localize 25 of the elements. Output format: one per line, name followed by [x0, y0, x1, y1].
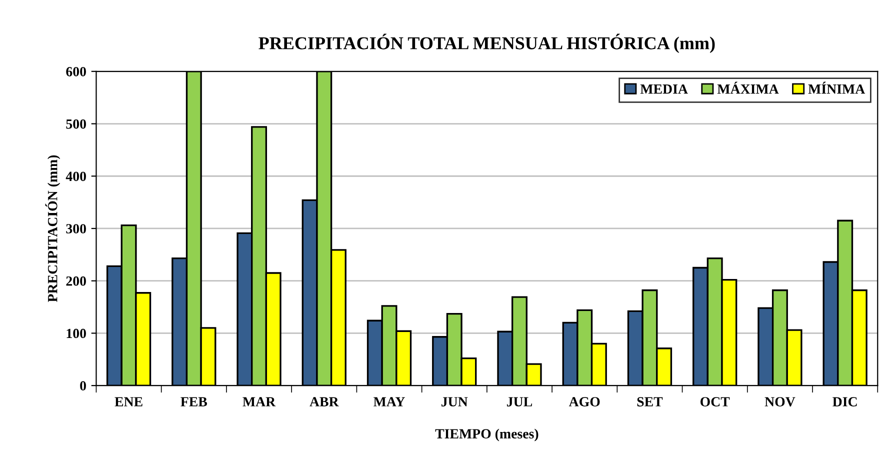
y-axis-title: PRECIPITACIÓN (mm)	[45, 155, 60, 302]
y-tick-label: 100	[66, 328, 86, 338]
x-tick-label: FEB	[180, 397, 208, 406]
x-tick-label: MAR	[242, 397, 276, 406]
y-tick-label: 500	[66, 119, 86, 129]
y-tick-label: 200	[66, 276, 86, 286]
y-tick-label: 0	[80, 381, 86, 391]
y-tick-label: 600	[66, 66, 86, 76]
x-tick-label: MAY	[374, 397, 405, 406]
y-tick-label: 300	[66, 224, 86, 234]
legend-label: MEDIA	[640, 84, 688, 94]
x-tick-label: AGO	[568, 397, 600, 406]
legend-label: MÁXIMA	[717, 82, 779, 94]
chart-title: PRECIPITACIÓN TOTAL MENSUAL HISTÓRICA (mm)	[258, 34, 715, 54]
x-tick-label: SET	[637, 397, 663, 406]
x-tick-label: DIC	[832, 397, 857, 406]
y-tick-label: 400	[66, 172, 86, 182]
x-tick-label: OCT	[700, 397, 730, 406]
x-tick-label: ABR	[310, 397, 339, 406]
legend-label: MÍNIMA	[808, 82, 866, 94]
x-tick-label: JUN	[441, 397, 468, 406]
x-tick-label: ENE	[114, 397, 142, 406]
x-axis-title: TIEMPO (meses)	[435, 428, 538, 442]
x-tick-label: NOV	[764, 397, 796, 407]
x-tick-label: JUL	[506, 397, 532, 406]
